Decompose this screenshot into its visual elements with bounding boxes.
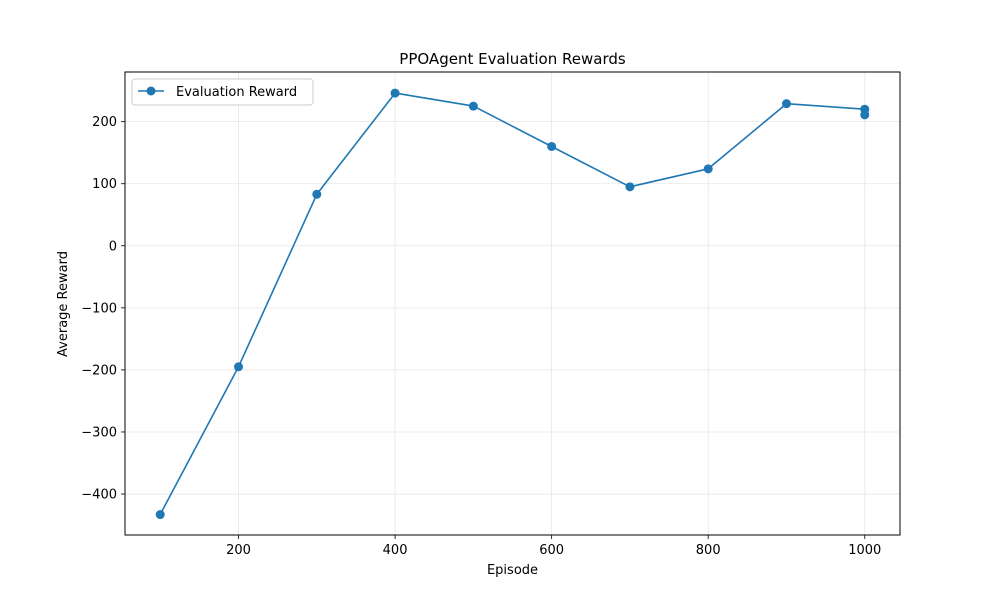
data-point xyxy=(781,99,791,109)
x-axis-ticks: 200 400 600 800 1000 xyxy=(226,535,881,558)
data-point xyxy=(234,362,244,372)
data-point xyxy=(625,182,635,192)
y-tick-label: −400 xyxy=(81,488,117,503)
x-axis-label: Episode xyxy=(487,563,538,578)
series-layer xyxy=(155,88,870,520)
data-point xyxy=(547,141,557,151)
y-axis-label: Average Reward xyxy=(56,251,71,357)
data-point xyxy=(860,110,870,120)
y-axis-ticks: −400 −300 −200 −100 0 100 200 xyxy=(81,115,125,503)
x-tick-label: 600 xyxy=(539,543,564,558)
y-tick-label: 100 xyxy=(92,177,117,192)
x-tick-label: 400 xyxy=(383,543,408,558)
y-tick-label: 0 xyxy=(109,239,117,254)
chart-title: PPOAgent Evaluation Rewards xyxy=(399,50,626,68)
legend-box xyxy=(131,78,314,106)
data-point xyxy=(155,510,165,520)
y-tick-label: −200 xyxy=(81,363,117,378)
plot-frame xyxy=(124,71,901,536)
legend-label: Evaluation Reward xyxy=(176,85,297,100)
x-tick-label: 800 xyxy=(696,543,721,558)
legend: Evaluation Reward xyxy=(131,78,314,106)
data-point xyxy=(312,189,322,199)
data-point xyxy=(703,164,713,174)
x-tick-label: 200 xyxy=(226,543,251,558)
y-tick-label: −100 xyxy=(81,301,117,316)
data-point xyxy=(468,101,478,111)
x-tick-label: 1000 xyxy=(848,543,881,558)
y-tick-label: 200 xyxy=(92,115,117,130)
y-tick-label: −300 xyxy=(81,425,117,440)
data-point xyxy=(390,88,400,98)
legend-marker-sample xyxy=(146,86,156,96)
